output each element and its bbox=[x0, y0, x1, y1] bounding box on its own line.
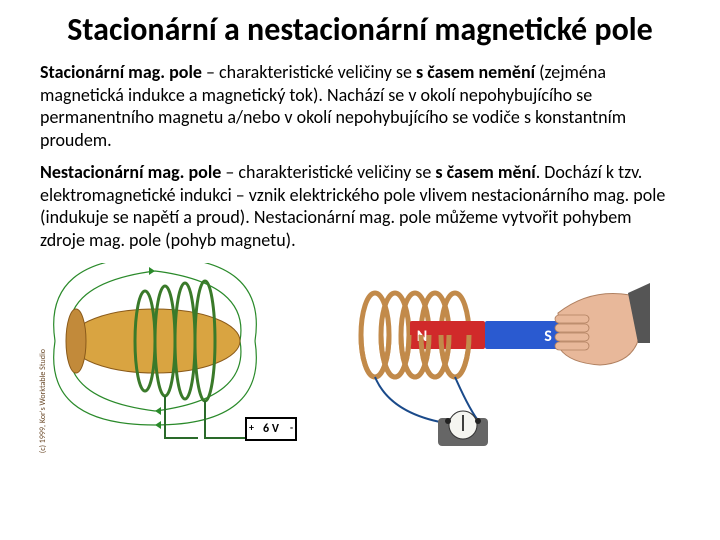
page-title: Stacionární a nestacionární magnetické p… bbox=[0, 0, 720, 55]
figure-induction: N S bbox=[340, 273, 650, 453]
paragraph-nonstationary: Nestacionární mag. pole – charakteristic… bbox=[0, 155, 720, 255]
svg-text:S: S bbox=[544, 327, 552, 346]
battery-minus: - bbox=[290, 418, 293, 438]
text: – charakteristické veličiny se bbox=[202, 61, 416, 83]
paragraph-stationary: Stacionární mag. pole – charakteristické… bbox=[0, 55, 720, 155]
text: – charakteristické veličiny se bbox=[221, 161, 435, 183]
battery-voltage: 6 V bbox=[263, 422, 279, 436]
battery-plus: + bbox=[249, 418, 254, 438]
term-nonstationary: Nestacionární mag. pole bbox=[40, 161, 221, 183]
term-notchange: s časem nemění bbox=[416, 61, 535, 83]
term-stationary: Stacionární mag. pole bbox=[40, 61, 202, 83]
term-change: s časem mění bbox=[435, 161, 535, 183]
copyright-text: (c) 1999, Kor's Worktable Studio bbox=[38, 349, 48, 453]
battery-box: + 6 V - bbox=[245, 417, 297, 441]
induction-svg: N S bbox=[340, 273, 650, 453]
figures-row: + 6 V - N S (c) 1999, Kor's Worktable St… bbox=[0, 263, 720, 483]
figure-solenoid: + 6 V - bbox=[50, 263, 280, 463]
